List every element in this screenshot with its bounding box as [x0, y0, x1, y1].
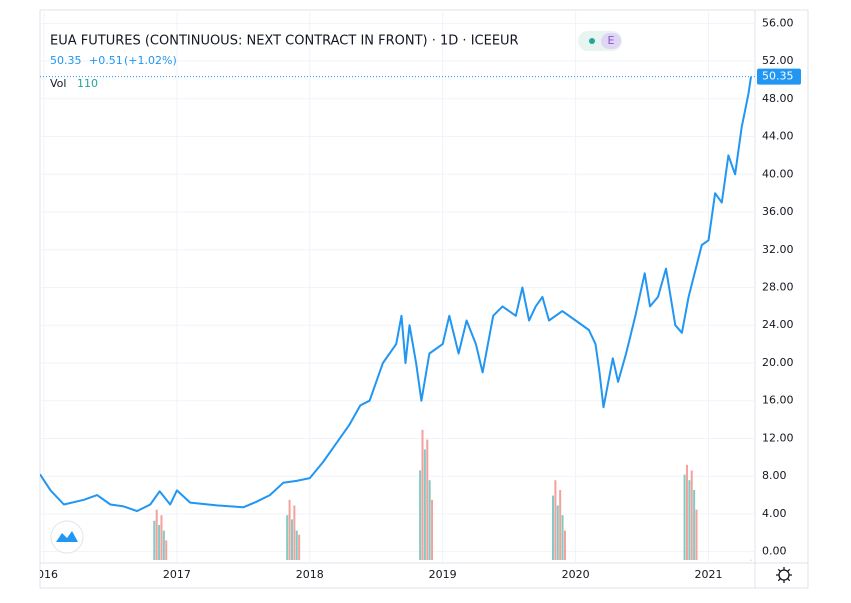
- x-tick-label: 2021: [694, 568, 722, 581]
- volume-bar: [155, 509, 158, 560]
- x-tick-label: 2018: [296, 568, 324, 581]
- volume-bar: [690, 470, 693, 560]
- last-price: 50.35: [50, 54, 82, 67]
- volume-bar: [162, 530, 165, 560]
- volume-bar: [419, 470, 422, 560]
- volume-bar: [683, 474, 686, 560]
- gear-teeth: [776, 567, 792, 583]
- volume-bar: [688, 480, 691, 560]
- volume-bar: [428, 480, 431, 560]
- y-tick-label: 12.00: [762, 431, 794, 444]
- volume-bar: [431, 499, 434, 560]
- volume-bar: [286, 515, 289, 560]
- badge-e: E: [608, 34, 615, 47]
- volume-bar: [750, 559, 753, 561]
- y-tick-label: 44.00: [762, 130, 794, 143]
- volume-bar: [160, 515, 163, 560]
- chart-title: EUA FUTURES (CONTINUOUS: NEXT CONTRACT I…: [50, 34, 519, 49]
- last-price-box: [757, 68, 801, 85]
- price-change-pct: (+1.02%): [124, 54, 177, 67]
- volume-bar: [421, 429, 424, 560]
- volume-bar: [426, 439, 429, 560]
- volume-last: 110: [77, 77, 98, 90]
- price-line: [40, 76, 752, 513]
- y-tick-label: 4.00: [762, 507, 787, 520]
- volume-bar: [559, 490, 562, 560]
- x-tick-label: 2020: [562, 568, 590, 581]
- volume-bar: [554, 480, 557, 560]
- volume-bar: [556, 505, 559, 560]
- y-tick-label: 16.00: [762, 394, 794, 407]
- y-tick-label: 28.00: [762, 281, 794, 294]
- badge-e-bg: [601, 33, 621, 49]
- logo-icon: [56, 531, 78, 542]
- volume-label: Vol: [50, 77, 66, 90]
- last-price-axis-label: 50.35: [762, 70, 794, 83]
- y-tick-label: 52.00: [762, 54, 794, 67]
- volume-bar: [298, 534, 301, 560]
- volume-bar: [153, 520, 156, 560]
- y-tick-label: 8.00: [762, 469, 787, 482]
- volume-bar: [561, 515, 564, 560]
- volume-bar: [295, 530, 298, 560]
- volume-bar: [423, 449, 426, 560]
- y-tick-label: 20.00: [762, 356, 794, 369]
- volume-bar: [288, 499, 291, 560]
- volume-bar: [695, 509, 698, 560]
- price-change: +0.51: [89, 54, 123, 67]
- logo-circle[interactable]: [50, 520, 84, 554]
- status-dot: [589, 38, 595, 44]
- volume-bar: [158, 525, 161, 560]
- y-tick-label: 48.00: [762, 92, 794, 105]
- x-tick-label: 2016: [30, 568, 58, 581]
- x-tick-label: 2019: [429, 568, 457, 581]
- volume-bar: [685, 464, 688, 560]
- settings-gear[interactable]: [776, 567, 792, 583]
- y-tick-label: 40.00: [762, 167, 794, 180]
- volume-bar: [293, 505, 296, 560]
- x-tick-label: 2017: [163, 568, 191, 581]
- logo[interactable]: [50, 520, 84, 554]
- y-tick-label: 24.00: [762, 318, 794, 331]
- y-tick-label: 36.00: [762, 205, 794, 218]
- volume-bar: [290, 519, 293, 560]
- y-tick-label: 32.00: [762, 243, 794, 256]
- volume-bar: [551, 495, 554, 560]
- y-tick-label: 56.00: [762, 16, 794, 29]
- volume-bar: [693, 490, 696, 560]
- volume-bar: [165, 540, 168, 560]
- volume-bar: [563, 530, 566, 560]
- y-tick-label: 0.00: [762, 545, 787, 558]
